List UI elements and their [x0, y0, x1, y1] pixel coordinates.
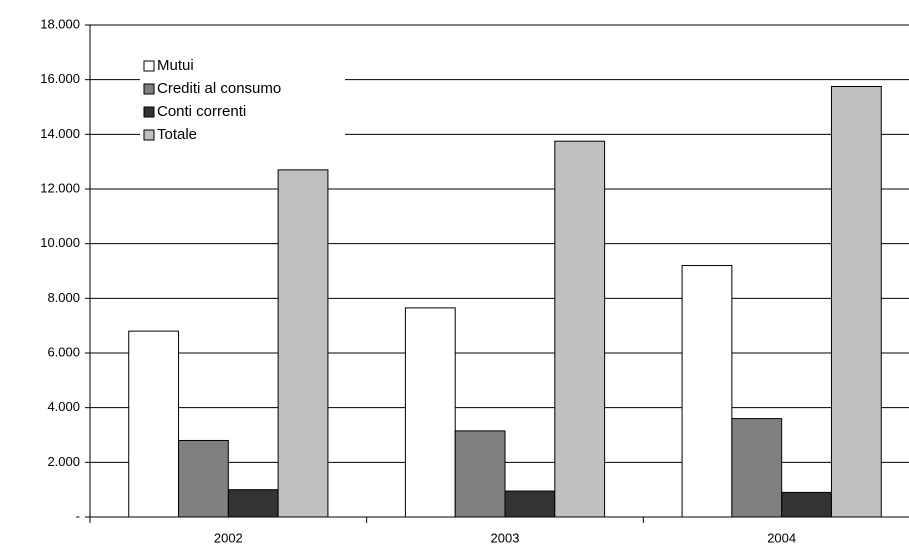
bar — [731, 418, 783, 518]
bar — [277, 169, 329, 518]
legend-swatch — [143, 83, 155, 95]
y-tick-label: 12.000 — [40, 180, 80, 195]
bar — [554, 140, 606, 518]
legend-background — [140, 50, 345, 150]
legend-label: Crediti al consumo — [157, 80, 281, 97]
y-tick-label: 10.000 — [40, 235, 80, 250]
bar — [681, 265, 733, 518]
y-tick-label: 18.000 — [40, 16, 80, 31]
bar — [404, 307, 456, 518]
legend-label: Conti correnti — [157, 103, 246, 120]
legend-label: Totale — [157, 126, 197, 143]
y-tick-label: 6.000 — [47, 344, 80, 359]
y-tick-label: 4.000 — [47, 399, 80, 414]
bar — [227, 489, 279, 518]
x-tick-label: 2002 — [214, 530, 243, 545]
x-tick-label: 2004 — [767, 530, 796, 545]
x-tick-label: 2003 — [491, 530, 520, 545]
y-tick-label: 2.000 — [47, 454, 80, 469]
bar — [454, 430, 506, 518]
legend: Mutui Crediti al consumo Conti correnti Tot… — [140, 50, 345, 150]
bar — [178, 439, 229, 518]
legend-swatch — [143, 106, 155, 118]
legend-swatch — [143, 60, 155, 72]
bar — [781, 491, 832, 518]
y-tick-label: - — [76, 508, 80, 523]
y-tick-label: 14.000 — [40, 126, 80, 141]
y-tick-label: 8.000 — [47, 290, 80, 305]
bar — [830, 86, 882, 518]
legend-label: Mutui — [157, 57, 194, 74]
legend-swatch — [143, 129, 155, 141]
bar — [504, 490, 556, 518]
bar — [128, 330, 180, 518]
y-tick-label: 16.000 — [40, 71, 80, 86]
